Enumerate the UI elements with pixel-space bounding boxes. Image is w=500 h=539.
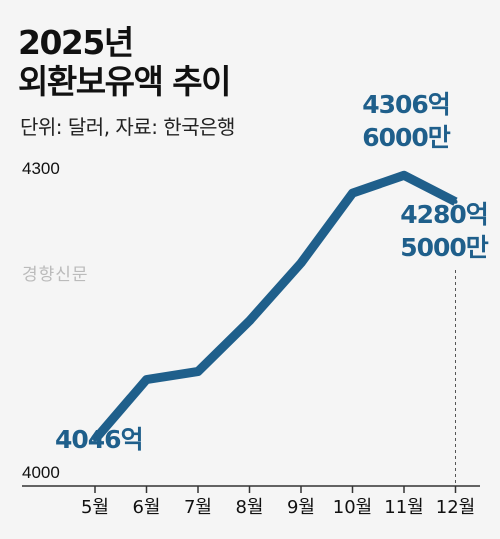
data-point-7	[453, 199, 458, 204]
x-tick-label-4: 9월	[287, 497, 315, 518]
y-tick-label-4300: 4300	[22, 159, 60, 178]
data-point-3	[247, 318, 252, 323]
data-point-6	[402, 173, 406, 178]
data-label-6-0: 4306억	[362, 90, 450, 119]
chart-subtitle: 단위: 달러, 자료: 한국은행	[20, 115, 235, 139]
data-label-7-1: 5000만	[400, 233, 489, 262]
x-tick-label-2: 7월	[184, 497, 212, 518]
y-tick-label-4000: 4000	[22, 463, 60, 482]
x-tick-label-0: 5월	[81, 497, 109, 518]
x-tick-label-6: 11월	[384, 497, 423, 518]
chart-title-line-1: 2025년	[18, 23, 134, 62]
series-line	[91, 170, 458, 443]
x-tick-label-3: 8월	[235, 497, 263, 518]
data-label-6-1: 6000만	[362, 123, 451, 152]
data-point-5	[350, 191, 355, 196]
data-label-7-0: 4280억	[400, 200, 488, 229]
data-point-2	[196, 369, 200, 374]
chart-title-line-2: 외환보유액 추이	[18, 62, 232, 101]
publisher-watermark: 경향신문	[22, 265, 89, 285]
x-tick-label-5: 10월	[333, 497, 372, 518]
data-label-0-0: 4046억	[55, 425, 143, 454]
x-tick-label-7: 12월	[436, 497, 475, 518]
data-point-4	[299, 261, 303, 266]
data-point-0	[93, 437, 97, 442]
data-point-1	[144, 377, 149, 382]
x-tick-label-1: 6월	[132, 497, 160, 518]
